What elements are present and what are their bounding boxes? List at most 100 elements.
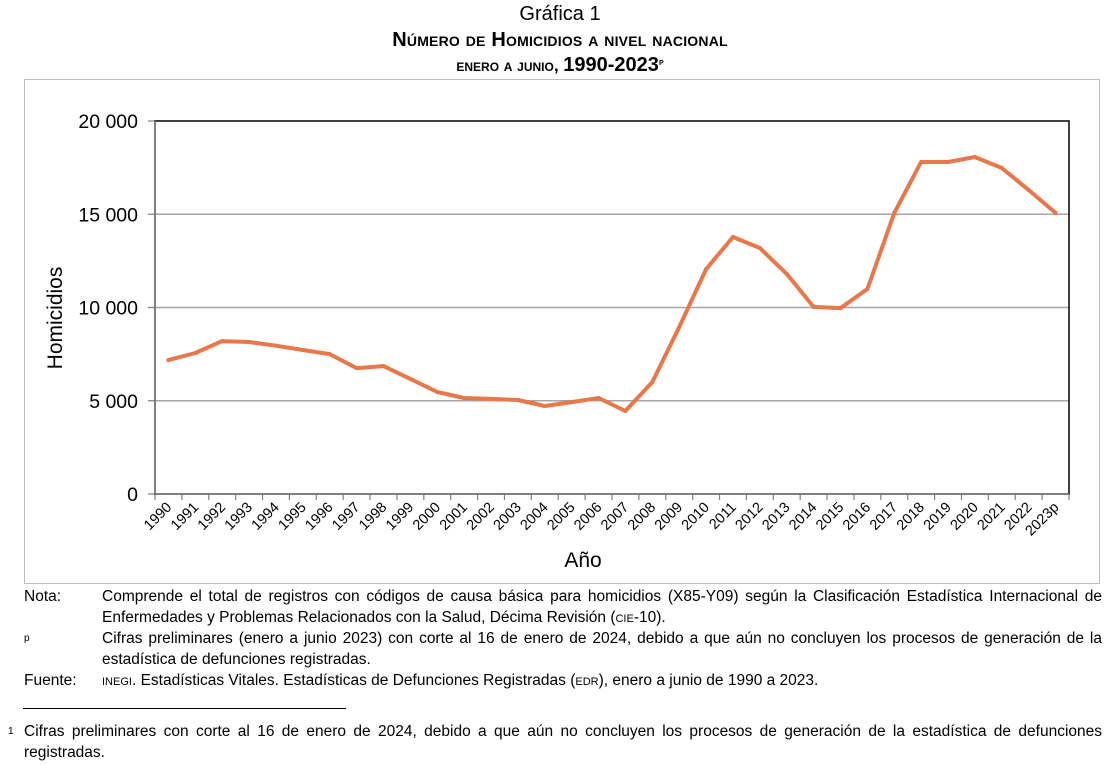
- data-point-2013: [784, 271, 789, 276]
- x-tick-label: 2008: [625, 500, 659, 534]
- preliminary-row: p Cifras preliminares (enero a junio 202…: [24, 628, 1102, 670]
- data-point-2020: [972, 154, 977, 159]
- data-point-2011: [730, 235, 735, 240]
- data-point-1991: [193, 351, 198, 356]
- data-point-2008: [650, 380, 655, 385]
- y-axis-ticks: 0 5 000 10 000 15 000 20 000: [78, 111, 155, 506]
- x-tick-label: 2017: [867, 500, 901, 534]
- data-point-2005: [569, 400, 574, 405]
- data-point-2010: [704, 267, 709, 272]
- note-text: Comprende el total de registros con códi…: [102, 586, 1102, 628]
- data-point-2018: [919, 160, 924, 165]
- data-point-2021: [999, 165, 1004, 170]
- chart-subtitle: enero a junio, 1990-2023p: [0, 54, 1120, 77]
- footnote: 1 Cifras preliminares con corte al 16 de…: [8, 721, 1102, 763]
- x-tick-label: 1992: [195, 500, 229, 534]
- y-axis-label: Homicidios: [44, 267, 67, 370]
- subtitle-years: 1990-2023: [563, 54, 659, 76]
- x-tick-label: 1991: [168, 500, 202, 534]
- x-tick-label: 2009: [652, 500, 686, 534]
- data-point-2015: [838, 306, 843, 311]
- gridlines: [155, 213, 1069, 402]
- x-tick-label: 1994: [249, 500, 283, 534]
- data-point-1997: [354, 366, 359, 371]
- source-inegi: inegi: [102, 672, 132, 689]
- x-tick-label: 2018: [894, 500, 928, 534]
- data-point-2012: [757, 246, 762, 251]
- x-tick-label: 1990: [141, 500, 175, 534]
- source-text: inegi. Estadísticas Vitales. Estadística…: [102, 670, 1102, 691]
- data-point-2001: [462, 395, 467, 400]
- x-tick-label: 2021: [974, 500, 1008, 534]
- source-edr: edr: [575, 672, 599, 689]
- x-axis-label: Año: [564, 549, 601, 572]
- note-text-part: -10).: [633, 609, 666, 626]
- data-point-1992: [220, 339, 225, 344]
- x-tick-label: 2013: [759, 500, 793, 534]
- data-point-2022: [1026, 188, 1031, 193]
- data-point-1993: [247, 340, 252, 345]
- x-tick-label: 1997: [329, 500, 363, 534]
- note-cie: cie: [615, 609, 634, 626]
- x-tick-label: 2000: [410, 500, 444, 534]
- footnote-mark: 1: [8, 726, 14, 737]
- source-text-part: ), enero a junio de 1990 a 2023.: [598, 672, 819, 689]
- subtitle-preliminary-mark: p: [658, 57, 664, 68]
- y-tick-label: 15 000: [78, 204, 138, 226]
- x-tick-label: 2010: [679, 500, 713, 534]
- chart-frame: [24, 79, 1100, 584]
- preliminary-label: p: [24, 633, 30, 644]
- note-text-part: Comprende el total de registros con códi…: [102, 588, 1102, 626]
- data-point-2003: [515, 398, 520, 403]
- footnote-text: Cifras preliminares con corte al 16 de e…: [24, 723, 1102, 761]
- x-tick-label: 2002: [464, 500, 498, 534]
- x-tick-label: 1993: [222, 500, 256, 534]
- data-point-1998: [381, 364, 386, 369]
- x-tick-label: 2015: [813, 500, 847, 534]
- chart-title: Número de Homicidios a nivel nacional: [392, 29, 728, 51]
- x-tick-label: 1999: [383, 500, 417, 534]
- x-tick-label: 2007: [598, 500, 632, 534]
- x-tick-label: 2012: [733, 500, 767, 534]
- data-point-2000: [435, 389, 440, 394]
- preliminary-text: Cifras preliminares (enero a junio 2023)…: [102, 630, 1102, 668]
- data-point-1995: [300, 348, 305, 353]
- x-tick-label: 2020: [948, 500, 982, 534]
- data-point-2016: [865, 287, 870, 292]
- data-point-2019: [946, 160, 951, 165]
- data-point-2004: [542, 403, 547, 408]
- data-point-2014: [811, 304, 816, 309]
- x-tick-label: 2005: [544, 500, 578, 534]
- source-row: Fuente: inegi. Estadísticas Vitales. Est…: [24, 670, 1102, 691]
- y-tick-label: 10 000: [78, 298, 138, 320]
- data-point-1990: [166, 358, 171, 363]
- x-tick-label: 1995: [276, 500, 310, 534]
- x-tick-label: 2004: [517, 500, 551, 534]
- x-tick-label: 1996: [302, 500, 336, 534]
- x-tick-label: 2003: [491, 500, 525, 534]
- figure-label: Gráfica 1: [519, 3, 601, 25]
- y-tick-label: 0: [127, 484, 138, 506]
- x-tick-label: 2001: [437, 500, 471, 534]
- notes-section: Nota: Comprende el total de registros co…: [24, 586, 1102, 691]
- x-tick-label: 2006: [571, 500, 605, 534]
- data-point-2017: [892, 210, 897, 215]
- footnote-separator: [23, 708, 346, 709]
- data-point-2007: [623, 409, 628, 414]
- data-point-2023p: [1053, 210, 1058, 215]
- x-tick-label: 2011: [706, 500, 739, 533]
- subtitle-period: enero a junio,: [456, 56, 564, 75]
- data-point-2009: [677, 325, 682, 330]
- series-points: [166, 154, 1058, 414]
- series-line-homicidios: [166, 155, 1058, 413]
- x-tick-label: 2014: [786, 500, 820, 534]
- note-row: Nota: Comprende el total de registros co…: [24, 586, 1102, 628]
- data-point-2006: [596, 395, 601, 400]
- source-label: Fuente:: [24, 672, 77, 689]
- note-label: Nota:: [24, 588, 62, 605]
- data-point-2002: [489, 396, 494, 401]
- x-tick-label: 1998: [356, 500, 390, 534]
- data-point-1994: [273, 343, 278, 348]
- y-tick-label: 5 000: [89, 391, 138, 413]
